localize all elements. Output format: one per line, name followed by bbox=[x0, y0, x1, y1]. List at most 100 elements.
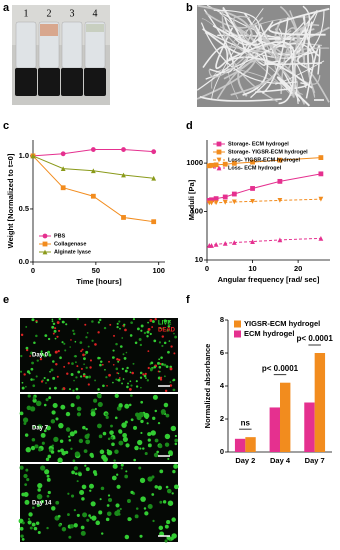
cell bbox=[50, 419, 56, 424]
cell bbox=[68, 388, 72, 391]
annotation: p< 0.0001 bbox=[297, 334, 334, 343]
cell bbox=[103, 326, 107, 330]
cell bbox=[138, 337, 142, 341]
cell bbox=[99, 360, 103, 363]
cell bbox=[68, 435, 71, 438]
cell bbox=[70, 447, 73, 450]
cell bbox=[53, 436, 59, 443]
fiber bbox=[202, 46, 229, 68]
cell bbox=[99, 449, 105, 455]
cell bbox=[112, 363, 115, 366]
cell bbox=[63, 342, 66, 345]
marker bbox=[277, 178, 283, 184]
cell bbox=[71, 362, 74, 365]
cell bbox=[57, 449, 61, 453]
cell bbox=[24, 483, 28, 487]
cell bbox=[124, 474, 129, 479]
legend-label: Loss- YIGSR-ECM hydrogel bbox=[228, 157, 300, 163]
y-tick-label: 100 bbox=[190, 207, 203, 216]
cell bbox=[31, 522, 36, 527]
panel-label: a bbox=[3, 2, 10, 14]
cell bbox=[70, 373, 74, 376]
cell bbox=[69, 524, 74, 529]
cell bbox=[74, 451, 80, 457]
cell bbox=[135, 380, 138, 383]
cell bbox=[46, 474, 50, 478]
cell bbox=[52, 332, 55, 335]
micrograph bbox=[20, 318, 178, 392]
cell bbox=[54, 350, 58, 354]
marker bbox=[151, 149, 157, 155]
cell bbox=[113, 334, 116, 337]
cell bbox=[76, 365, 79, 368]
cell bbox=[76, 406, 82, 412]
cell bbox=[157, 421, 161, 425]
marker bbox=[209, 200, 214, 206]
cell bbox=[70, 403, 75, 408]
cell bbox=[67, 492, 70, 495]
cell bbox=[31, 407, 35, 411]
cell bbox=[130, 418, 134, 422]
fiber bbox=[221, 18, 278, 103]
fiber bbox=[292, 23, 312, 98]
cell bbox=[21, 386, 25, 390]
cell bbox=[79, 375, 83, 378]
cell bbox=[119, 345, 123, 348]
cell bbox=[161, 344, 164, 348]
y-tick-label: 4 bbox=[220, 381, 225, 390]
cell bbox=[139, 447, 142, 450]
cell bbox=[29, 355, 32, 358]
marker bbox=[231, 199, 237, 205]
cell bbox=[173, 463, 179, 469]
cell bbox=[69, 346, 71, 348]
cell bbox=[115, 342, 118, 346]
cell bbox=[128, 403, 132, 407]
cell bbox=[111, 442, 115, 447]
marker bbox=[216, 157, 222, 163]
cell bbox=[135, 385, 139, 388]
cell bbox=[19, 411, 24, 416]
cell bbox=[140, 496, 146, 502]
cell bbox=[95, 520, 101, 526]
x-tick-label: 100 bbox=[152, 266, 165, 275]
fiber bbox=[219, 26, 298, 97]
panel-label: d bbox=[186, 120, 193, 132]
legend-label: PBS bbox=[54, 233, 66, 239]
row-label: Day 7 bbox=[32, 426, 49, 432]
cell bbox=[116, 509, 121, 513]
cell bbox=[160, 356, 163, 359]
cell bbox=[45, 457, 50, 462]
cell bbox=[172, 388, 176, 392]
cell bbox=[27, 520, 32, 525]
cell bbox=[133, 425, 138, 430]
cell bbox=[97, 331, 100, 334]
cell bbox=[120, 467, 123, 470]
cell bbox=[120, 463, 124, 467]
cell bbox=[50, 368, 54, 372]
cell bbox=[157, 376, 161, 380]
cell bbox=[43, 376, 46, 380]
cell bbox=[19, 465, 24, 470]
x-tick-label: 50 bbox=[92, 266, 100, 275]
cell bbox=[101, 454, 107, 460]
cell bbox=[30, 445, 36, 451]
cell bbox=[116, 358, 119, 361]
cell bbox=[87, 383, 90, 386]
cell bbox=[159, 500, 163, 504]
cell bbox=[66, 372, 69, 375]
cell bbox=[150, 361, 154, 365]
cell bbox=[46, 494, 50, 498]
cell bbox=[100, 486, 105, 491]
cell bbox=[161, 335, 165, 338]
cell bbox=[136, 327, 140, 331]
cell bbox=[127, 382, 129, 385]
cell bbox=[26, 370, 30, 374]
cell bbox=[80, 530, 86, 536]
cell bbox=[147, 476, 153, 482]
cell bbox=[174, 335, 178, 339]
cell bbox=[55, 417, 59, 421]
cell bbox=[43, 403, 47, 407]
cell bbox=[83, 357, 86, 361]
cell bbox=[20, 534, 24, 538]
cell bbox=[117, 512, 121, 516]
